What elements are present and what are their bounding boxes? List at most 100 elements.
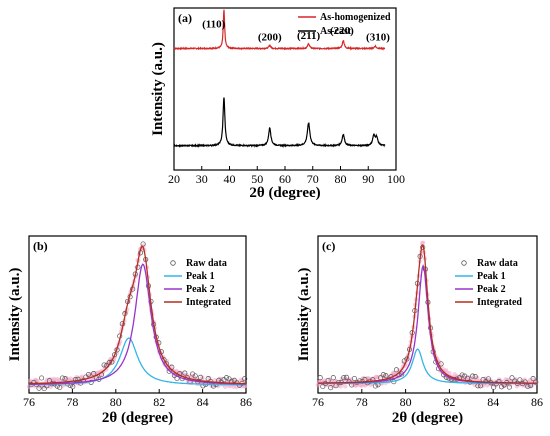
x-tick-label: 78 [356,395,368,409]
raw-data-point [393,367,399,373]
x-tick-label: 80 [400,395,412,409]
y-axis-label: Intensity (a.u.) [7,268,23,362]
raw-data-point [101,362,107,368]
x-axis-label: 2θ (degree) [249,185,320,201]
peak1-curve [29,337,246,386]
raw-data-point [57,384,63,391]
raw-data-point [39,375,45,381]
raw-data-point [182,370,188,376]
error-band-point [68,376,73,381]
x-tick-label: 86 [531,395,543,409]
raw-data-point [470,373,476,379]
panel-label: (b) [33,239,48,253]
raw-data-point [320,383,326,390]
x-tick-label: 80 [110,395,122,409]
raw-data-point [525,383,531,390]
peak-annotation: (310) [366,31,390,43]
plot-frame-2 [317,235,538,394]
peak-annotation: (110) [202,18,226,30]
raw-data-point [166,368,172,374]
error-band-point [420,240,426,245]
raw-data-point [85,371,92,378]
x-tick-label: 40 [224,172,236,186]
legend-marker [461,260,467,266]
raw-data-point [231,377,237,383]
raw-data-point [459,372,465,378]
legend-marker [170,260,176,266]
series-line-0 [173,9,386,51]
x-axis-label: 2θ (degree) [102,410,173,426]
plot-frame-1 [28,235,247,394]
raw-data-point [328,385,334,391]
legend-label: Peak 1 [186,271,215,282]
raw-data-point [517,377,523,383]
raw-data-point [383,373,389,379]
x-tick-label: 100 [387,172,405,186]
raw-data-point [399,371,405,377]
raw-data-point [380,372,386,378]
error-band-point [104,367,109,372]
y-axis-label: Intensity (a.u.) [150,42,166,136]
integrated-curve [29,245,246,385]
legend-label: As-cast [320,26,352,37]
raw-data-point [522,379,528,385]
raw-data-point [485,376,491,382]
raw-data-point [75,376,81,382]
raw-data-point [192,373,198,379]
x-tick-label: 70 [307,172,319,186]
raw-data-point [509,375,515,381]
raw-data-point [223,375,230,381]
error-band-point [241,378,246,384]
raw-data-point [111,352,118,358]
raw-data-point [341,375,347,381]
x-tick-label: 82 [443,395,455,409]
x-axis-label: 2θ (degree) [392,410,463,426]
x-tick-label: 84 [487,395,499,409]
raw-data-point [330,375,336,381]
x-tick-label: 30 [196,172,208,186]
legend-label: As-homogenized [320,12,391,23]
x-tick-label: 60 [279,172,291,186]
raw-data-point [372,383,378,389]
raw-data-point [491,384,497,390]
panel-label: (a) [178,11,192,25]
panel-2: 76 78 80 82 84 86 2θ (degree) Intensity (a.u.) (… [296,235,543,426]
raw-data-point [242,376,248,382]
peak-annotation: (200) [258,31,282,43]
peak2-curve [29,263,246,385]
raw-data-point [533,379,539,385]
legend-label: Raw data [477,258,518,269]
raw-data-point [59,375,65,381]
error-band-point [223,384,228,389]
legend-label: Integrated [477,297,522,308]
peak-annotation: (220) [330,25,354,37]
legend-label: Integrated [186,297,231,308]
legend-label: Peak 2 [477,284,506,295]
raw-data-point [343,374,350,380]
x-tick-label: 50 [251,172,263,186]
peak-annotation: (211) [297,30,321,42]
x-tick-label: 76 [23,395,35,409]
panel-label: (c) [322,239,335,253]
raw-data-point [36,385,42,391]
raw-data-point [70,384,76,390]
legend-label: Raw data [186,258,227,269]
x-tick-label: 86 [240,395,252,409]
raw-data-point [62,376,68,382]
raw-data-point [506,384,512,390]
raw-data-point [197,374,203,380]
legend-label: Peak 1 [477,271,506,282]
x-tick-label: 20 [168,172,180,186]
y-axis-label: Intensity (a.u.) [296,268,312,362]
raw-data-point [205,376,211,382]
error-band-point [343,384,348,389]
integrated-curve [318,244,537,384]
raw-data-point [351,375,357,382]
x-tick-label: 80 [335,172,347,186]
series-line-1 [173,97,386,149]
raw-data-point [72,377,78,383]
error-band-point [447,370,452,376]
panel-1: 76 78 80 82 84 86 2θ (degree) Intensity (a.u.) (… [7,235,252,426]
x-tick-label: 78 [66,395,78,409]
